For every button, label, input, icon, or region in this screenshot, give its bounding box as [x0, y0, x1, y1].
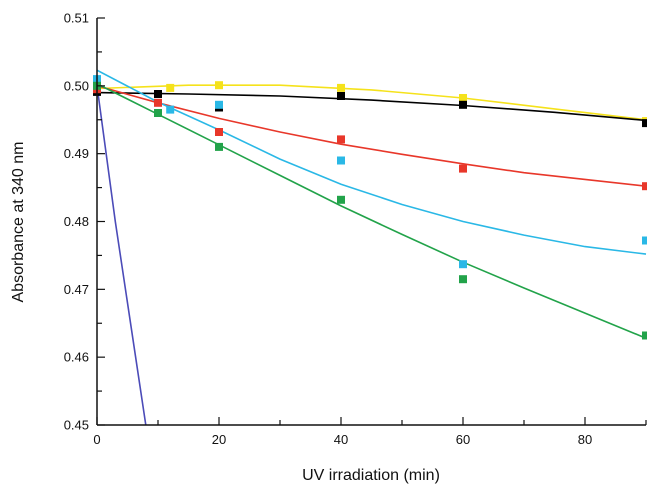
y-tick-label: 0.50: [64, 78, 89, 93]
fit-line-2: [97, 91, 647, 122]
y-tick-label: 0.48: [64, 214, 89, 229]
data-point-4-2: [166, 105, 175, 114]
y-tick-label: 0.46: [64, 350, 89, 365]
data-point-5-6: [642, 331, 647, 340]
data-point-2-4: [337, 92, 345, 100]
data-point-2-6: [642, 119, 647, 128]
data-point-3-5: [459, 164, 467, 173]
x-tick-label: 40: [334, 432, 348, 447]
data-point-5-4: [337, 195, 345, 204]
data-point-4-5: [459, 260, 467, 269]
fit-line-4: [97, 69, 647, 255]
data-point-4-6: [642, 236, 647, 245]
axes: [96, 17, 647, 426]
data-point-2-5: [459, 100, 467, 109]
data-point-4-3: [215, 100, 223, 109]
y-tick-label: 0.49: [64, 146, 89, 161]
data-point-1-3: [215, 81, 223, 90]
fit-line-3: [97, 85, 647, 187]
data-point-3-2: [154, 98, 162, 107]
x-axis-label: UV irradiation (min): [302, 467, 440, 484]
tick-labels: 0 20 40 60 80 0.45 0.46 0.47 0.48 0.49 0.50 0.51: [64, 11, 593, 448]
data-point-3-4: [337, 135, 345, 144]
data-point-3-6: [642, 182, 647, 191]
data-point-3-3: [215, 128, 223, 136]
data-point-5-5: [459, 275, 467, 284]
data-point-1-2: [166, 83, 175, 92]
fit-line-6: [97, 85, 147, 425]
data-point-1-4: [337, 83, 345, 92]
data-points: [93, 75, 647, 340]
x-tick-label: 60: [456, 432, 470, 447]
fit-line-5: [97, 83, 647, 339]
y-tick-label: 0.51: [64, 11, 89, 26]
data-point-5-3: [215, 142, 223, 151]
data-point-4-4: [337, 156, 345, 165]
y-tick-label: 0.47: [64, 282, 89, 297]
data-point-5-2: [154, 109, 162, 117]
x-tick-label: 0: [93, 432, 100, 447]
fit-curves: [97, 69, 647, 425]
x-tick-label: 80: [578, 432, 592, 447]
y-axis-label: Absorbance at 340 nm: [10, 142, 27, 303]
data-point-2-2: [154, 90, 162, 98]
x-tick-label: 20: [212, 432, 226, 447]
y-tick-label: 0.45: [64, 418, 89, 433]
fit-line-1: [97, 84, 647, 121]
data-point-1-5: [459, 94, 467, 102]
